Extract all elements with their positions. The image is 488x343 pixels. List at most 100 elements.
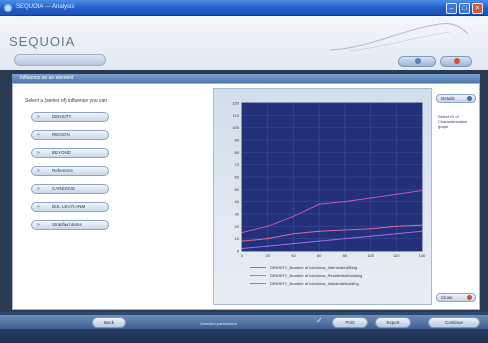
x-tick-label: 0 [241,253,244,258]
legend-entry: DENSITY_Number of functions_Industrial/b… [270,281,359,286]
y-tick-label: 60 [235,175,240,180]
arrow-icon: » [37,114,40,120]
arrow-icon: » [37,204,40,210]
instruction-text: Select a (series of) influence you can [25,98,107,104]
y-tick-label: 90 [235,138,240,143]
data-point [292,243,295,245]
data-point [395,193,397,195]
data-point [421,224,423,226]
maximize-button[interactable]: □ [459,3,470,14]
data-point [318,203,320,205]
data-point [241,247,243,250]
check-icon: ✓ [316,316,323,325]
y-tick-label: 20 [235,224,240,229]
swoosh-decoration [330,23,469,52]
header-button-1[interactable] [398,56,436,67]
status-text: Selected parameters [200,321,237,326]
data-point [344,238,346,240]
arrow-icon: » [37,132,40,138]
close-icon [467,295,472,300]
arrow-icon: » [37,168,40,174]
app-header: SEQUOIA [0,16,488,70]
param-button-beyond[interactable]: » BEYOND [31,148,109,158]
param-button-density[interactable]: » DENSITY [31,112,109,122]
param-button-reference[interactable]: » Reference [31,166,109,176]
arrow-icon: » [37,222,40,228]
window-title: SEQUOIA — Analysis [16,4,75,10]
series-line [241,190,423,233]
data-point [292,215,295,218]
legend-entry: DENSITY_Number of functions_Residential/… [270,273,362,278]
close-chart-button[interactable]: Close [436,293,476,302]
param-label: REGION [52,132,70,137]
line-chart: 0 10 20 30 40 50 60 70 80 90 100 110 120 0 20 40 60 80 100… [232,101,426,287]
arrow-icon: » [37,186,40,192]
data-point [318,230,320,232]
app-icon [4,4,12,12]
data-point [421,189,423,192]
data-point [241,240,243,242]
y-tick-label: 100 [232,125,239,130]
param-label: Stratified items [52,222,82,227]
chart-options-panel: Details Select ID of Characterization gr… [434,88,479,305]
title-bar: SEQUOIA — Analysis – □ × [0,0,488,16]
data-point [292,233,295,235]
data-point [344,201,346,203]
continue-button[interactable]: Continue [428,317,480,328]
param-label: Reference [52,168,73,173]
series-line [241,230,423,250]
x-tick-label: 80 [343,253,348,258]
print-button[interactable]: Print [332,317,368,328]
x-tick-label: 140 [419,253,426,258]
details-button[interactable]: Details [436,94,476,103]
chart-frame: 0 10 20 30 40 50 60 70 80 90 100 110 120 0 20 40 60 80 100… [213,88,432,305]
x-tick-label: 100 [367,253,374,258]
header-button-2[interactable] [440,56,472,67]
x-tick-label: 20 [265,253,270,258]
param-button-stratified[interactable]: » Stratified items [31,220,109,230]
close-label: Close [441,295,453,300]
parameter-panel: Select a (series of) influence you can »… [15,86,211,307]
close-window-button[interactable]: × [472,3,483,14]
data-point [369,228,372,230]
data-point [267,225,269,227]
main-content: Select a (series of) influence you can »… [12,83,480,310]
app-logo: SEQUOIA [9,34,76,49]
y-tick-label: 40 [235,199,240,204]
back-button[interactable]: Back [92,317,126,328]
y-tick-label: 70 [235,162,240,167]
data-point [318,240,320,242]
hint-text: Select ID of Characterization graph [438,114,468,129]
export-button[interactable]: Export [375,317,411,328]
info-icon [415,57,421,64]
data-point [395,233,397,235]
y-tick-label: 0 [237,249,240,254]
data-point [395,225,397,227]
series-line [241,224,423,242]
data-point [369,197,372,199]
zoom-icon [467,96,472,101]
y-tick-label: 10 [235,236,240,241]
footer-bar: Back Selected parameters ✓ Print Export … [0,312,488,343]
param-button-levit[interactable]: » DIS. LEVIT.ANM [31,202,109,212]
minimize-button[interactable]: – [446,3,457,14]
y-tick-label: 30 [235,212,240,217]
section-title: Influence on an element [12,74,480,83]
data-point [421,230,423,232]
y-tick-label: 120 [232,101,239,106]
param-label: CAREGIVE [52,186,76,191]
param-label: DENSITY [52,114,72,119]
x-tick-label: 60 [317,253,322,258]
legend-entry: DENSITY_Number of functions_Interrelated… [270,265,357,270]
param-label: BEYOND [52,150,72,155]
exit-icon [454,57,460,64]
param-button-caregive[interactable]: » CAREGIVE [31,184,109,194]
data-point [241,231,243,234]
data-point [369,235,372,237]
header-tab[interactable] [14,54,106,66]
x-tick-label: 120 [393,253,400,258]
param-button-region[interactable]: » REGION [31,130,109,140]
param-label: DIS. LEVIT.ANM [52,204,86,209]
data-point [344,229,346,231]
y-tick-label: 110 [233,113,240,118]
